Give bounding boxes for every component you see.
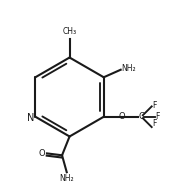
Text: N: N [27, 113, 34, 123]
Text: NH₂: NH₂ [59, 174, 74, 183]
Text: CH₃: CH₃ [62, 28, 77, 36]
Text: NH₂: NH₂ [122, 64, 136, 73]
Text: F: F [153, 119, 157, 128]
Text: F: F [153, 101, 157, 110]
Text: F: F [155, 112, 160, 121]
Text: C: C [139, 112, 144, 121]
Text: O: O [39, 149, 45, 158]
Text: O: O [119, 112, 125, 121]
